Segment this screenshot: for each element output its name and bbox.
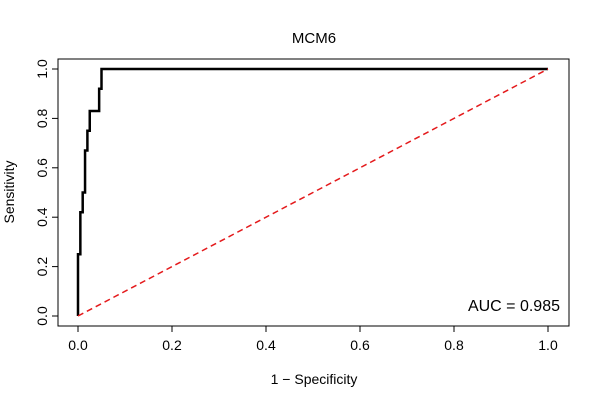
y-tick-label: 0.8 (34, 108, 50, 128)
y-tick-label: 1.0 (34, 59, 50, 79)
x-tick-label: 0.2 (162, 337, 182, 353)
y-tick-label: 0.0 (34, 306, 50, 326)
roc-curve (76, 67, 548, 316)
reference-diagonal-line (77, 68, 549, 317)
y-tick-label: 0.6 (34, 158, 50, 178)
y-axis-label: Sensitivity (1, 160, 17, 223)
series-layer (76, 67, 549, 317)
x-tick-label: 0.8 (444, 337, 464, 353)
auc-annotation: AUC = 0.985 (468, 298, 560, 315)
y-axis: 0.0 0.2 0.4 0.6 0.8 1.0 (34, 59, 59, 326)
x-axis: 0.0 0.2 0.4 0.6 0.8 1.0 (68, 325, 558, 353)
y-tick-label: 0.2 (34, 257, 50, 277)
x-tick-label: 0.6 (350, 337, 370, 353)
chart-title: MCM6 (292, 30, 336, 47)
x-tick-label: 1.0 (538, 337, 558, 353)
x-tick-label: 0.4 (256, 337, 276, 353)
x-axis-label: 1 − Specificity (271, 371, 358, 387)
y-tick-label: 0.4 (34, 207, 50, 227)
x-tick-label: 0.0 (68, 337, 88, 353)
